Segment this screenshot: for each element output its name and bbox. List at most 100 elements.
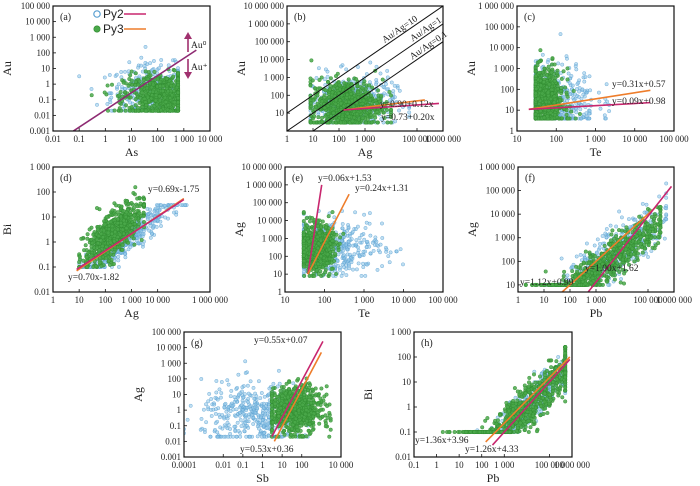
- data-point: [352, 252, 357, 257]
- data-point: [168, 108, 173, 113]
- data-point: [379, 93, 384, 98]
- data-point: [130, 108, 135, 113]
- data-point: [140, 90, 145, 95]
- y-tick-label: 100: [501, 84, 515, 94]
- data-point: [138, 229, 143, 234]
- data-point: [114, 203, 119, 208]
- y-tick-label: 0.001: [30, 126, 50, 136]
- data-point: [116, 254, 121, 259]
- data-point: [540, 52, 545, 57]
- y-tick-label: 100: [37, 187, 51, 197]
- data-point: [121, 209, 126, 214]
- data-point: [98, 238, 103, 243]
- data-point: [154, 92, 159, 97]
- data-point: [340, 116, 345, 121]
- data-point: [104, 256, 109, 261]
- x-tick-label: 100 000: [402, 134, 432, 144]
- data-point: [159, 203, 163, 208]
- data-point: [127, 76, 132, 81]
- x-tick-label: 1: [103, 134, 108, 144]
- data-point: [119, 204, 124, 209]
- y-tick-label: 10 000 000: [244, 1, 285, 11]
- data-point: [361, 81, 366, 86]
- x-axis-label: Ag: [124, 306, 139, 320]
- data-point: [160, 88, 165, 93]
- data-point: [169, 80, 174, 85]
- data-point: [133, 71, 138, 76]
- data-point: [97, 260, 102, 265]
- data-point: [151, 59, 156, 63]
- data-point: [537, 59, 542, 64]
- data-point: [367, 211, 372, 216]
- data-point: [602, 113, 607, 118]
- x-tick-label: 10 000: [145, 295, 170, 305]
- data-point: [323, 67, 328, 72]
- data-point: [137, 79, 142, 84]
- data-point: [380, 264, 384, 268]
- data-point: [380, 77, 385, 82]
- data-point: [572, 97, 576, 102]
- data-point: [141, 214, 146, 219]
- y-tick-label: 0.1: [39, 262, 50, 272]
- data-point: [607, 109, 611, 114]
- data-point: [108, 219, 113, 224]
- data-point: [115, 234, 120, 239]
- plot-area: [301, 184, 405, 278]
- data-point: [351, 243, 355, 248]
- data-point: [123, 251, 128, 256]
- data-point: [92, 235, 97, 240]
- data-point: [148, 235, 153, 240]
- data-point: [172, 210, 176, 215]
- data-point: [374, 78, 379, 82]
- data-point: [157, 208, 162, 213]
- data-point: [133, 79, 138, 84]
- data-point: [99, 231, 104, 236]
- data-point: [116, 82, 121, 87]
- data-point: [357, 254, 362, 259]
- data-point: [364, 220, 369, 225]
- fit-line-py2: [343, 102, 440, 111]
- data-point: [340, 226, 345, 231]
- subplot-d: 1 10 100 1 000 10 000 1 000 0000.010.11101001…: [0, 162, 229, 320]
- data-point: [94, 237, 99, 242]
- data-point: [145, 76, 150, 81]
- data-point: [327, 94, 332, 99]
- data-point: [582, 79, 587, 84]
- data-point: [132, 213, 137, 218]
- data-point: [102, 90, 107, 95]
- data-point: [349, 260, 354, 265]
- data-point: [157, 98, 162, 103]
- data-point: [361, 98, 366, 103]
- x-axis-label: Ag: [358, 145, 373, 159]
- data-point: [368, 233, 373, 238]
- data-point: [148, 61, 153, 65]
- data-point: [333, 101, 338, 106]
- data-point: [143, 61, 148, 65]
- data-point: [367, 97, 372, 102]
- data-point: [148, 73, 153, 78]
- data-point: [106, 258, 111, 263]
- data-point: [604, 82, 609, 87]
- data-point: [135, 196, 140, 201]
- data-point: [330, 90, 335, 95]
- data-point: [139, 237, 144, 242]
- data-point: [163, 215, 168, 220]
- data-point: [93, 264, 98, 269]
- data-point: [115, 85, 119, 90]
- data-point: [347, 114, 352, 119]
- data-point: [119, 108, 124, 113]
- data-point: [574, 67, 579, 72]
- data-point: [382, 115, 387, 120]
- data-point: [353, 227, 358, 232]
- data-point: [99, 264, 104, 269]
- data-point: [159, 58, 164, 62]
- y-tick-label: 10: [41, 64, 51, 74]
- data-point: [97, 248, 102, 253]
- data-point: [145, 217, 150, 221]
- data-point: [533, 73, 538, 78]
- data-point: [83, 243, 88, 248]
- data-point: [361, 261, 365, 266]
- fit-line-py2: [528, 101, 651, 111]
